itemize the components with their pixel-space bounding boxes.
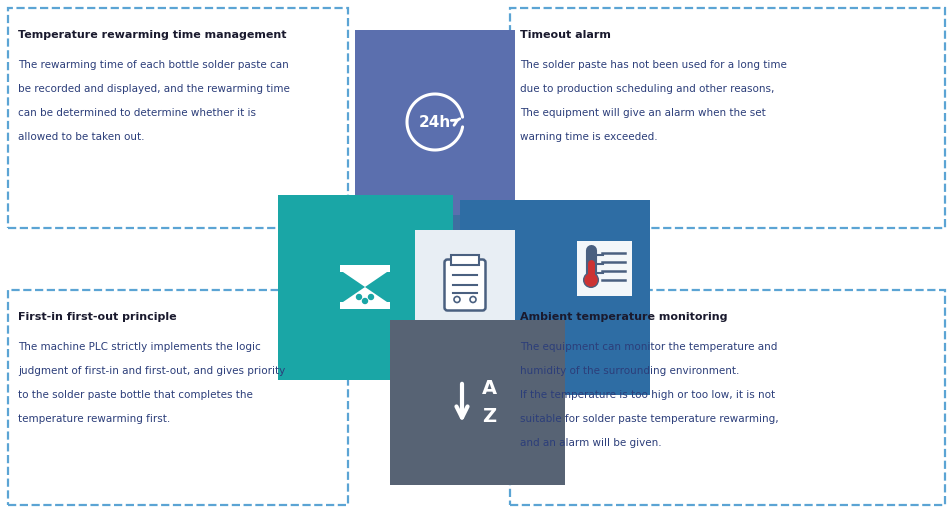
Text: judgment of first-in and first-out, and gives priority: judgment of first-in and first-out, and … (18, 366, 285, 376)
Text: The equipment can monitor the temperature and: The equipment can monitor the temperatur… (520, 342, 777, 352)
Bar (432, 215, 498, 290)
Bar (340, 265, 389, 272)
Text: 24h: 24h (419, 114, 450, 129)
Text: temperature rewarming first.: temperature rewarming first. (18, 414, 170, 424)
Circle shape (356, 294, 361, 299)
Circle shape (453, 296, 460, 303)
Text: First-in first-out principle: First-in first-out principle (18, 312, 176, 322)
Bar (8, 8, 347, 228)
Text: warning time is exceeded.: warning time is exceeded. (520, 132, 657, 142)
Bar (509, 8, 944, 228)
Text: Timeout alarm: Timeout alarm (520, 30, 610, 40)
Circle shape (469, 296, 475, 303)
Text: Z: Z (482, 407, 496, 427)
Text: to the solder paste bottle that completes the: to the solder paste bottle that complete… (18, 390, 252, 400)
Text: Temperature rewarming time management: Temperature rewarming time management (18, 30, 287, 40)
Text: The equipment will give an alarm when the set: The equipment will give an alarm when th… (520, 108, 765, 118)
Text: can be determined to determine whether it is: can be determined to determine whether i… (18, 108, 256, 118)
Text: The solder paste has not been used for a long time: The solder paste has not been used for a… (520, 60, 786, 70)
Text: If the temperature is too high or too low, it is not: If the temperature is too high or too lo… (520, 390, 774, 400)
Bar (355, 30, 514, 215)
FancyBboxPatch shape (444, 260, 485, 311)
Text: and an alarm will be given.: and an alarm will be given. (520, 438, 661, 448)
Bar (278, 195, 452, 380)
Circle shape (362, 298, 367, 304)
Text: The rewarming time of each bottle solder paste can: The rewarming time of each bottle solder… (18, 60, 288, 70)
Text: allowed to be taken out.: allowed to be taken out. (18, 132, 145, 142)
Polygon shape (343, 287, 387, 302)
Bar (414, 230, 514, 340)
Polygon shape (343, 272, 387, 287)
Text: humidity of the surrounding environment.: humidity of the surrounding environment. (520, 366, 739, 376)
Bar (8, 290, 347, 505)
Text: suitable for solder paste temperature rewarming,: suitable for solder paste temperature re… (520, 414, 778, 424)
Bar (460, 200, 649, 395)
Circle shape (368, 294, 373, 299)
Text: A: A (482, 380, 497, 399)
Bar (509, 290, 944, 505)
Circle shape (585, 274, 596, 286)
Text: due to production scheduling and other reasons,: due to production scheduling and other r… (520, 84, 774, 94)
Bar (389, 320, 565, 485)
Text: be recorded and displayed, and the rewarming time: be recorded and displayed, and the rewar… (18, 84, 289, 94)
Text: The machine PLC strictly implements the logic: The machine PLC strictly implements the … (18, 342, 261, 352)
Bar (577, 241, 632, 295)
Bar (340, 302, 389, 309)
Bar (450, 254, 479, 265)
Text: Ambient temperature monitoring: Ambient temperature monitoring (520, 312, 726, 322)
